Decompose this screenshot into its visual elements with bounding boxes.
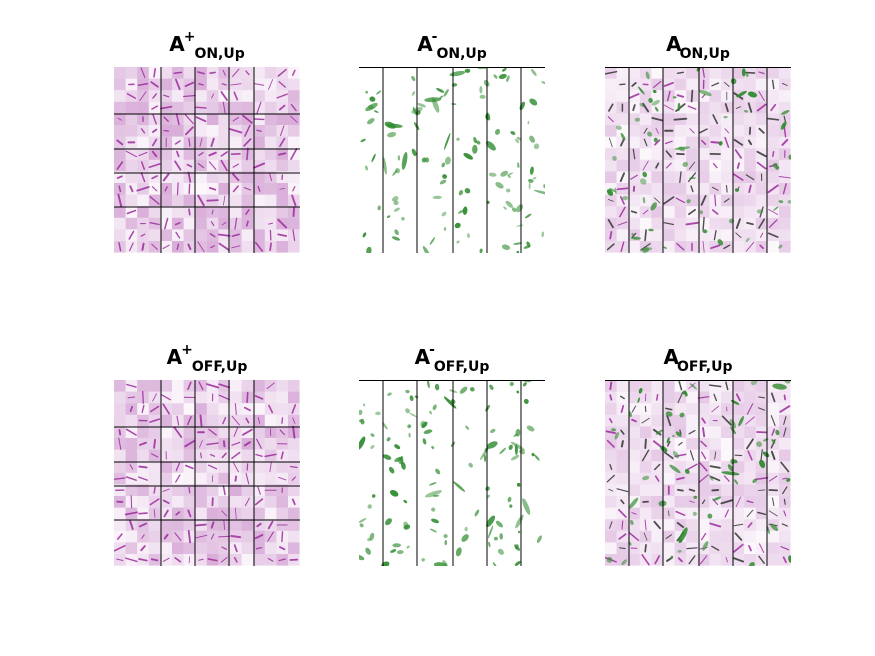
title-subscript: OFF,Up [676,359,733,375]
title-main: A [414,345,431,369]
title-subscript: ON,Up [194,46,245,62]
receptive-field-mosaic [359,380,545,566]
title-superscript: - [429,342,435,358]
title-superscript: + [181,342,193,358]
panel-a-minus-on-up: A-ON,Up [359,30,545,258]
filter-strokes [360,67,545,253]
title-subscript: ON,Up [436,46,487,62]
title-main: A [166,345,183,369]
panel-title: A+OFF,Up [114,343,300,374]
grid-lines [114,67,300,253]
grid-lines [359,67,545,253]
grid-lines [114,380,300,566]
tiles [605,67,791,253]
title-superscript: + [183,29,196,45]
grid-lines [605,67,791,253]
title-main: A [666,32,682,56]
title-main: A [169,32,185,56]
title-main: A [417,32,433,56]
filter-strokes [116,67,298,253]
panel-title: A-ON,Up [359,30,545,61]
grid-lines [605,380,791,566]
grid-lines [359,380,545,566]
panel-a-plus-off-up: A+OFF,Up [114,343,300,571]
tiles [605,380,791,566]
receptive-field-mosaic [114,380,300,566]
receptive-field-mosaic [114,67,300,253]
title-subscript: OFF,Up [433,359,490,375]
panel-a-plus-on-up: A+ON,Up [114,30,300,258]
receptive-field-mosaic [605,67,791,253]
title-subscript: OFF,Up [191,359,248,375]
panel-title: AOFF,Up [605,343,791,374]
panel-title: A-OFF,Up [359,343,545,374]
receptive-field-mosaic [605,380,791,566]
title-superscript: - [431,29,438,45]
panel-a-on-up: AON,Up [605,30,791,258]
tiles [114,67,300,253]
filter-strokes [114,381,299,564]
panel-a-off-up: AOFF,Up [605,343,791,571]
title-main: A [663,345,679,369]
title-subscript: ON,Up [679,46,730,62]
panel-title: A+ON,Up [114,30,300,61]
panel-title: AON,Up [605,30,791,61]
filter-strokes [359,380,542,566]
receptive-field-mosaic [359,67,545,253]
panel-a-minus-off-up: A-OFF,Up [359,343,545,571]
